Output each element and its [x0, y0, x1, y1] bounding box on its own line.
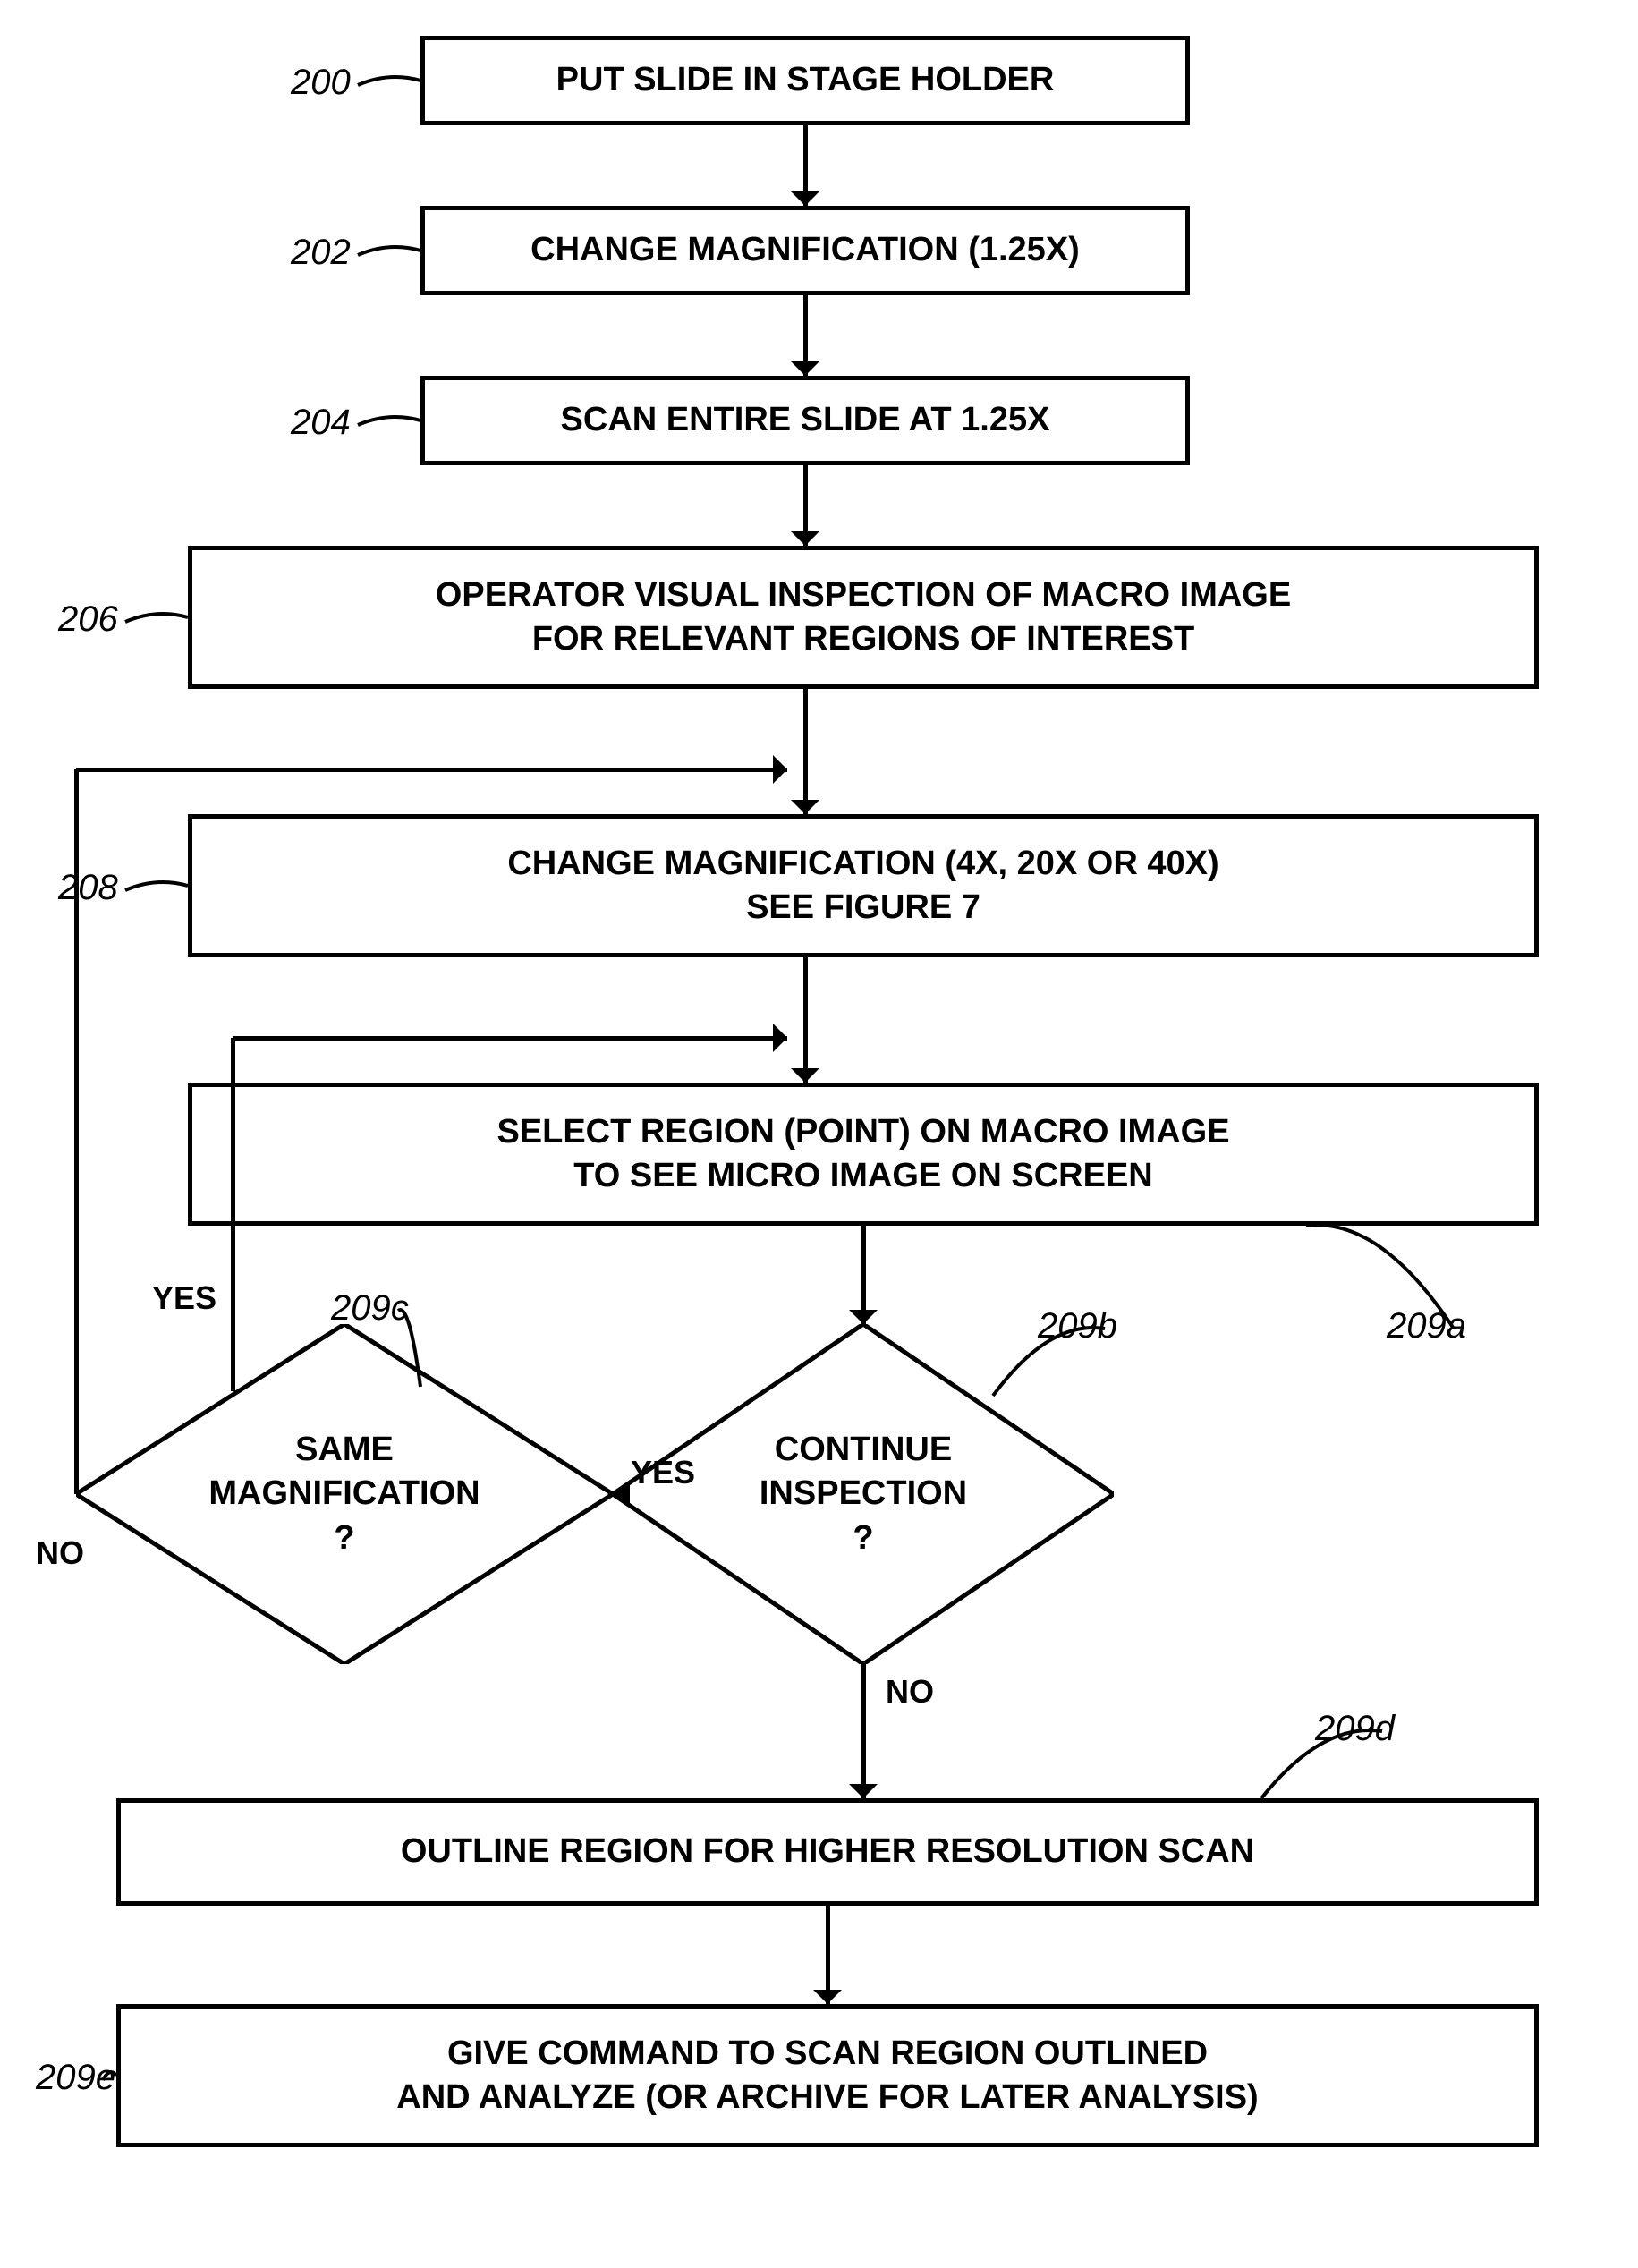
leader-line — [85, 2058, 134, 2098]
arrowhead — [849, 1784, 878, 1798]
flowchart-box-n200: PUT SLIDE IN STAGE HOLDER — [420, 36, 1190, 125]
flowchart-box-n204: SCAN ENTIRE SLIDE AT 1.25X — [420, 376, 1190, 465]
box-text: CHANGE MAGNIFICATION (1.25X) — [530, 228, 1080, 272]
leader-line — [107, 868, 206, 908]
arrowhead — [791, 531, 819, 546]
arrowhead — [773, 1024, 787, 1052]
leader-line — [380, 1293, 438, 1405]
leader-line — [340, 403, 438, 443]
flowchart-canvas: PUT SLIDE IN STAGE HOLDER CHANGE MAGNIFIC… — [36, 36, 1602, 2232]
box-text: OUTLINE REGION FOR HIGHER RESOLUTION SCA… — [401, 1830, 1254, 1873]
arrowhead — [615, 1480, 630, 1508]
connector-segment — [803, 957, 808, 1083]
arrowhead — [773, 755, 787, 784]
arrowhead — [791, 1068, 819, 1083]
flowchart-decision-n209c: SAMEMAGNIFICATION? — [76, 1324, 613, 1664]
leader-line — [1243, 1713, 1400, 1816]
edge-label-209c-no: NO — [36, 1534, 84, 1572]
box-text: PUT SLIDE IN STAGE HOLDER — [556, 58, 1055, 102]
connector-segment — [76, 768, 787, 772]
edge-label-209c-yes: YES — [152, 1279, 216, 1317]
leader-line — [107, 599, 206, 640]
flowchart-box-n202: CHANGE MAGNIFICATION (1.25X) — [420, 206, 1190, 295]
flowchart-box-n206: OPERATOR VISUAL INSPECTION OF MACRO IMAG… — [188, 546, 1539, 689]
arrowhead — [791, 800, 819, 814]
leader-line — [340, 63, 438, 103]
box-text: SCAN ENTIRE SLIDE AT 1.25X — [561, 398, 1050, 442]
connector-segment — [233, 1036, 787, 1041]
flowchart-box-n209a: SELECT REGION (POINT) ON MACRO IMAGETO S… — [188, 1083, 1539, 1226]
edge-label-209b-yes: YES — [631, 1454, 695, 1491]
leader-line — [975, 1311, 1123, 1414]
leader-line — [340, 233, 438, 273]
arrowhead — [849, 1310, 878, 1324]
flowchart-box-n209e: GIVE COMMAND TO SCAN REGION OUTLINEDAND … — [116, 2004, 1539, 2147]
decision-text: SAMEMAGNIFICATION? — [76, 1324, 613, 1664]
connector-segment — [803, 689, 808, 814]
edge-label-209b-no: NO — [886, 1673, 934, 1711]
connector-segment — [231, 1038, 235, 1355]
arrowhead — [791, 191, 819, 206]
leader-line — [1288, 1208, 1472, 1346]
arrowhead — [813, 1990, 842, 2004]
connector-segment — [861, 1664, 866, 1798]
box-text: SELECT REGION (POINT) ON MACRO IMAGETO S… — [496, 1110, 1229, 1199]
connector-segment — [231, 1355, 235, 1391]
flowchart-box-n208: CHANGE MAGNIFICATION (4X, 20X OR 40X)SEE… — [188, 814, 1539, 957]
box-text: OPERATOR VISUAL INSPECTION OF MACRO IMAG… — [436, 573, 1291, 662]
box-text: CHANGE MAGNIFICATION (4X, 20X OR 40X)SEE… — [507, 842, 1218, 930]
box-text: GIVE COMMAND TO SCAN REGION OUTLINEDAND … — [396, 2032, 1258, 2120]
arrowhead — [791, 361, 819, 376]
